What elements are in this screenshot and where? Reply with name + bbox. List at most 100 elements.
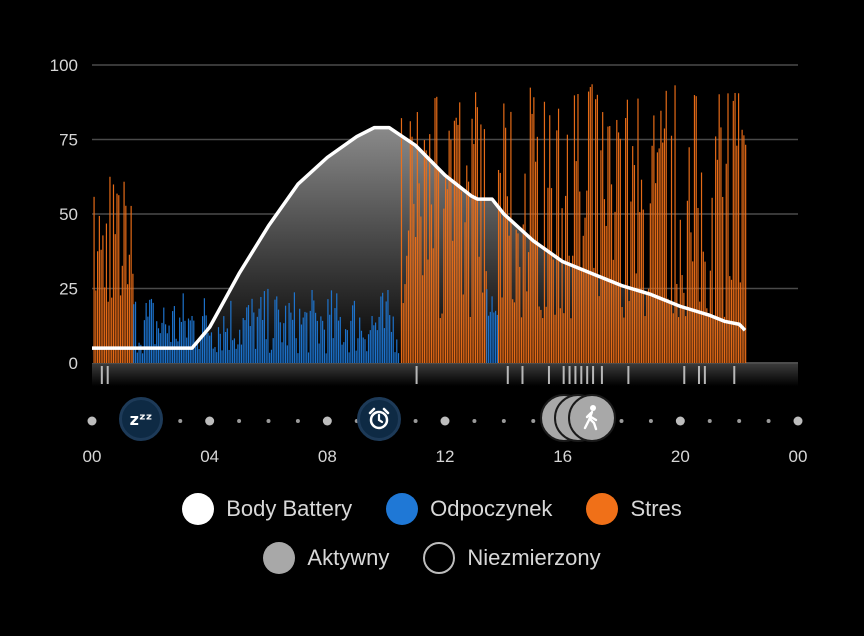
- wake-marker[interactable]: [357, 397, 401, 441]
- stress-bar: [503, 103, 505, 364]
- rest-bar: [320, 316, 322, 363]
- timeline-major-dot: [87, 416, 97, 426]
- rest-bar: [495, 310, 497, 363]
- stress-bar: [658, 148, 660, 363]
- rest-bar: [307, 352, 310, 363]
- rest-bar: [295, 338, 297, 363]
- stress-bar: [683, 292, 685, 363]
- stress-bar: [693, 95, 696, 363]
- stress-bar: [483, 129, 486, 363]
- activity-strip: [92, 364, 798, 386]
- rest-bar: [270, 349, 273, 363]
- stress-bar: [596, 94, 598, 364]
- stress-bar: [130, 205, 132, 363]
- stress-bar: [561, 208, 563, 363]
- activity-tick: [568, 366, 571, 384]
- stress-bar: [639, 212, 641, 363]
- stress-bar: [699, 301, 701, 363]
- rest-bar: [180, 321, 183, 363]
- rest-bar: [329, 314, 331, 363]
- stress-bar: [591, 84, 593, 364]
- legend-label-rest: Odpoczynek: [430, 496, 553, 521]
- rest-bar: [383, 328, 386, 363]
- activity-tick: [586, 366, 589, 384]
- stress-bar: [478, 256, 480, 363]
- y-tick-label: 25: [59, 280, 78, 299]
- x-tick-label: 20: [671, 447, 690, 466]
- rest-bar: [187, 318, 190, 363]
- body-battery-line: [92, 125, 747, 350]
- rest-bar: [216, 352, 218, 363]
- activity-ticks: [100, 366, 736, 384]
- rest-bar: [323, 329, 326, 363]
- rest-bar: [265, 339, 267, 363]
- body-battery-chart: 100 75 50 25 0 00 04 08 12 16 20 00: [50, 56, 808, 466]
- stress-bar: [679, 219, 681, 363]
- stress-bar: [132, 273, 134, 363]
- stress-bar: [609, 126, 611, 364]
- stress-bar: [589, 87, 591, 363]
- stress-bar: [95, 290, 97, 363]
- rest-bar: [362, 337, 364, 363]
- rest-bar: [184, 320, 186, 363]
- rest-bar: [373, 325, 375, 363]
- stress-bar: [646, 293, 648, 363]
- rest-bar: [142, 353, 144, 363]
- timeline-minor-dot: [619, 419, 624, 423]
- legend-unmeasured: Niezmierzony: [423, 542, 601, 574]
- rest-bar: [154, 344, 156, 363]
- stress-bar: [453, 120, 456, 364]
- stress-bar: [549, 115, 551, 363]
- rest-bar: [256, 316, 258, 363]
- stress-bar: [527, 252, 530, 363]
- activity-tick: [600, 366, 603, 384]
- stress-bar: [464, 222, 466, 363]
- x-tick-label: 00: [789, 447, 808, 466]
- rest-bar: [209, 335, 211, 363]
- rest-bar: [353, 300, 356, 363]
- stress-bar: [644, 316, 646, 363]
- rest-bar: [203, 298, 205, 363]
- stress-bar: [422, 275, 424, 363]
- rest-bar: [281, 342, 283, 363]
- activity-marker-group[interactable]: [540, 394, 620, 444]
- stress-bar: [554, 314, 556, 363]
- rest-bar: [293, 292, 295, 363]
- rest-bar: [149, 299, 151, 363]
- rest-bar: [228, 349, 230, 363]
- stress-bar: [540, 309, 542, 363]
- legend-row-1: Body Battery Odpoczynek Stres: [0, 493, 864, 525]
- stress-bar: [411, 136, 413, 363]
- stress-bar: [732, 100, 734, 363]
- y-tick-label: 100: [50, 56, 78, 75]
- stress-bar: [407, 230, 410, 363]
- stress-bar: [482, 292, 484, 363]
- rest-bar: [322, 320, 324, 363]
- y-tick-label: 50: [59, 205, 78, 224]
- rest-bar: [244, 320, 246, 363]
- rest-bar: [336, 293, 338, 363]
- timeline-major-dot: [205, 416, 215, 426]
- stress-bar: [672, 313, 674, 363]
- stress-bar: [423, 140, 426, 363]
- legend-label-unmeasured: Niezmierzony: [467, 545, 601, 570]
- legend-label-active: Aktywny: [307, 545, 390, 570]
- timeline-minor-dot: [237, 419, 242, 423]
- stress-bar: [575, 161, 577, 363]
- stress-bar: [469, 316, 471, 363]
- activity-tick: [580, 366, 583, 384]
- stress-bar: [656, 152, 658, 363]
- stress-bar: [556, 130, 558, 363]
- stress-bar: [723, 316, 726, 363]
- stress-bar: [434, 98, 436, 363]
- rest-bar: [161, 322, 163, 363]
- stress-bar: [105, 223, 108, 363]
- rest-bar: [217, 327, 220, 363]
- rest-bar: [389, 315, 391, 363]
- sleep-marker[interactable]: zᶻᶻ: [119, 397, 163, 441]
- stress-bar: [727, 93, 729, 363]
- stress-rest-bars: [93, 84, 747, 364]
- stress-bar: [98, 215, 100, 363]
- timeline-minor-dot: [707, 419, 712, 423]
- stress-bar: [605, 225, 607, 363]
